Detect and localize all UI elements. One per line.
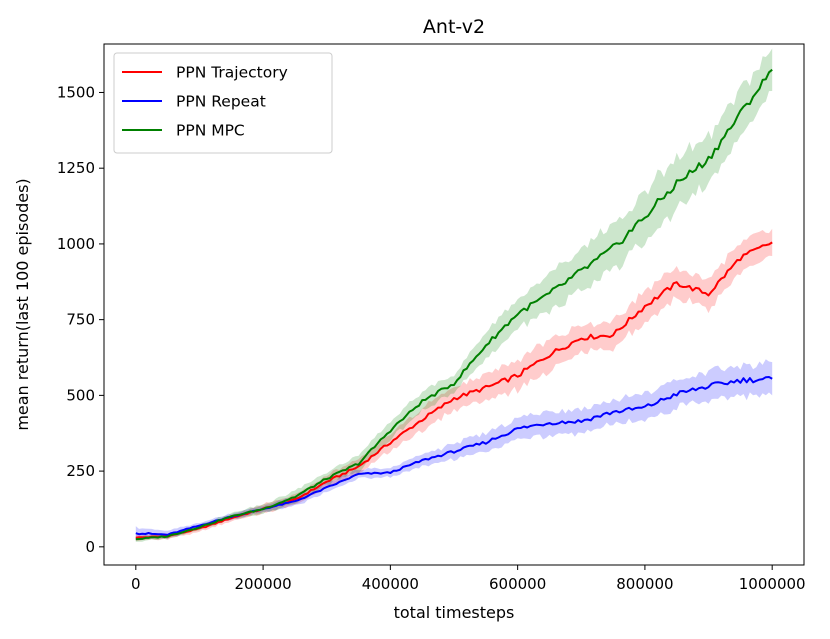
x-tick-label: 0: [131, 575, 141, 593]
band-ppn-repeat: [135, 359, 773, 541]
x-tick-label: 200000: [234, 575, 291, 593]
legend-label-ppn-trajectory: PPN Trajectory: [176, 64, 288, 82]
chart-title: Ant-v2: [423, 16, 485, 38]
y-tick-label: 1250: [57, 159, 95, 177]
plot-frame: [103, 43, 805, 566]
line-ppn-mpc: [135, 68, 773, 541]
y-axis-ticks: 0 250 500 750 1000 1250 1500: [57, 83, 104, 556]
x-axis-ticks: 0 200000 400000 600000 800000 1000000: [131, 565, 806, 593]
x-tick-label: 800000: [616, 575, 673, 593]
x-axis-label: total timesteps: [394, 603, 515, 622]
legend-label-ppn-repeat: PPN Repeat: [176, 93, 266, 111]
x-tick-label: 600000: [489, 575, 546, 593]
y-tick-label: 1500: [57, 83, 95, 101]
y-tick-label: 750: [66, 311, 95, 329]
legend-box: [113, 52, 333, 154]
confidence-bands: [135, 48, 773, 542]
y-tick-label: 250: [66, 462, 95, 480]
y-tick-label: 500: [66, 386, 95, 404]
legend: PPN Trajectory PPN Repeat PPN MPC: [113, 52, 333, 154]
series-lines: [135, 68, 773, 541]
x-tick-label: 400000: [362, 575, 419, 593]
y-tick-label: 0: [85, 538, 95, 556]
y-axis-label: mean return(last 100 episodes): [13, 178, 32, 430]
legend-label-ppn-mpc: PPN MPC: [176, 122, 245, 140]
x-tick-label: 1000000: [739, 575, 806, 593]
y-tick-label: 1000: [57, 235, 95, 253]
